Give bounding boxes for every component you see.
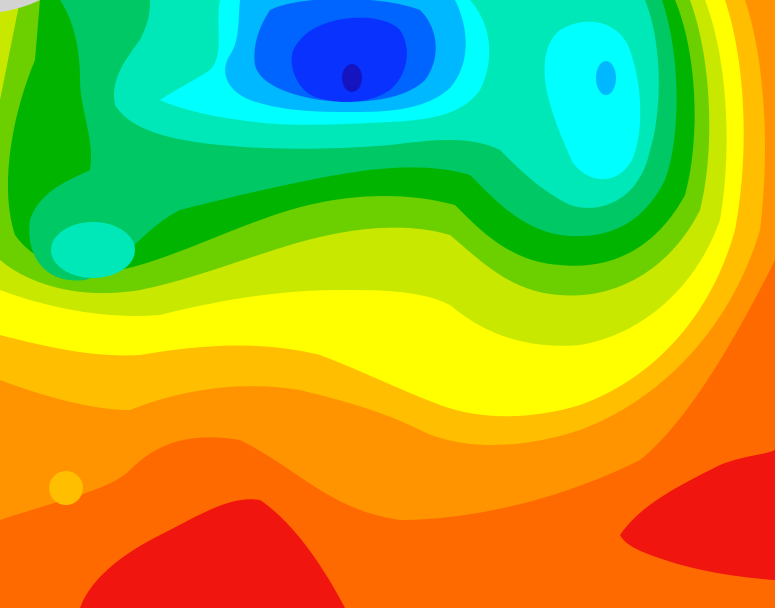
band-red-southwest [80,499,345,608]
band-red-southeast [620,450,775,580]
corner-gray [0,0,40,12]
band-amber-spot [49,471,83,505]
band-navy [342,64,362,92]
band-cyan-east [544,21,641,180]
band-sky-blue-east [596,61,616,95]
band-deep-blue [291,17,407,103]
band-aquamarine-west [51,222,135,278]
